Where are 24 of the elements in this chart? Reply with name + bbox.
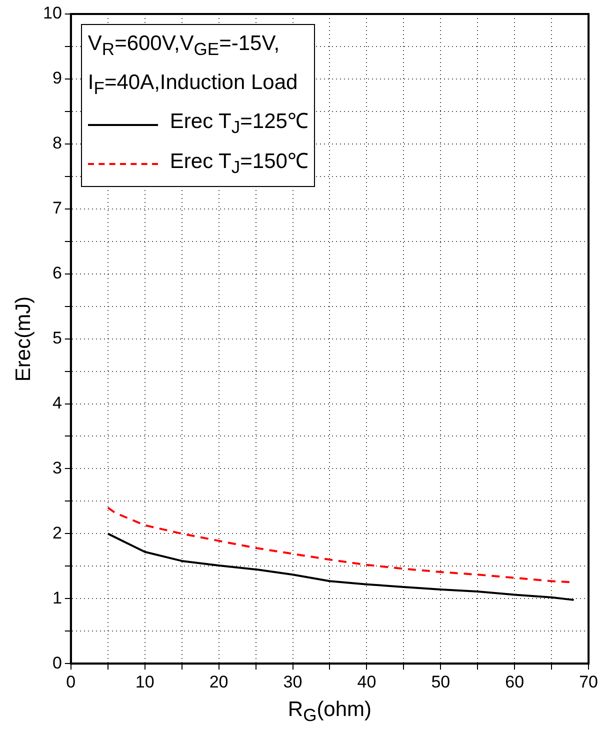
legend-label: Erec T$_{J}$=150℃ (170, 148, 308, 179)
y-tick-label: 8 (52, 134, 62, 153)
y-tick-label: 2 (52, 523, 62, 542)
y-tick-label: 10 (42, 4, 62, 23)
y-axis-title: Erec(mJ) (12, 296, 36, 382)
y-tick-label: 1 (52, 588, 62, 608)
x-tick-label: 10 (135, 672, 154, 692)
y-tick-label: 7 (52, 198, 62, 218)
x-tick-label: 60 (505, 672, 524, 692)
x-axis-title: R$_{G}$(ohm) (286, 698, 373, 726)
x-tick-label: 40 (357, 672, 376, 692)
y-tick-label: 6 (52, 264, 62, 283)
legend-label: Erec T$_{J}$=125℃ (170, 109, 308, 140)
x-tick-label: 20 (209, 672, 228, 692)
y-tick-label: 3 (52, 458, 62, 478)
x-tick-label: 50 (431, 672, 450, 692)
x-tick-label: 70 (579, 672, 598, 692)
x-tick-label: 0 (66, 672, 76, 692)
y-tick-label: 4 (52, 393, 62, 412)
y-tick-label: 0 (52, 653, 62, 672)
y-tick-label: 9 (52, 68, 62, 88)
x-tick-label: 30 (283, 672, 302, 692)
y-tick-label: 5 (52, 328, 62, 348)
text: V$_{R}$=600V,V$_{GE}$=-15V, I$_{F}$=40A,Induction Load (88, 32, 298, 98)
